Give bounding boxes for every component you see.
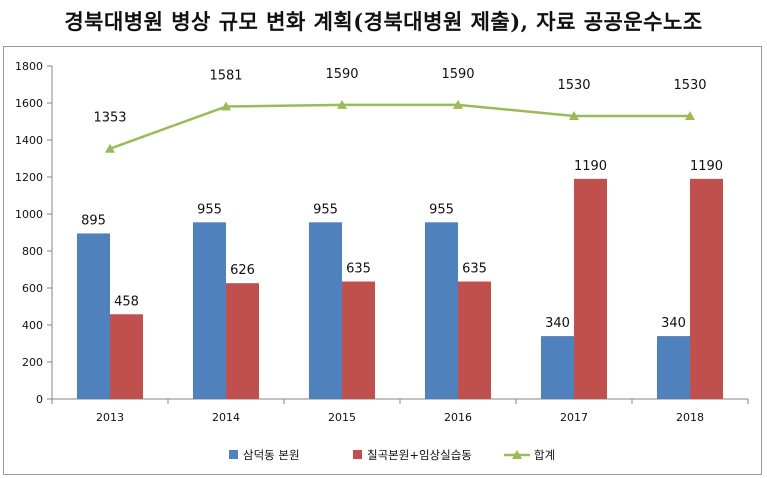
bar-data-label: 955 [429,202,454,217]
bar [574,178,607,399]
total-data-label: 1530 [557,78,590,93]
y-tick-label: 200 [22,356,43,369]
bar-data-label: 635 [346,262,371,277]
bar-data-label: 955 [313,202,338,217]
bar [77,233,110,399]
y-tick-label: 1600 [15,97,43,110]
bar-data-label: 1190 [690,159,723,174]
legend-label: 합계 [534,448,555,462]
bar [110,314,143,399]
y-tick-label: 1200 [15,171,43,184]
bar [342,281,375,399]
total-point-marker [569,110,579,120]
legend-swatch [353,450,362,459]
total-data-label: 1530 [673,78,706,93]
total-data-label: 1353 [93,111,126,126]
y-tick-label: 1400 [15,134,43,147]
bar [193,222,226,399]
y-tick-label: 800 [22,245,43,258]
total-point-marker [105,143,115,153]
total-line [109,103,690,150]
total-point-marker [685,110,695,120]
bar [657,336,690,399]
bar-data-label: 1190 [574,159,607,174]
legend-label: 칠곡본원+임상실습동 [367,448,472,462]
x-tick-label: 2013 [96,411,124,424]
legend-swatch [229,450,238,459]
y-tick-label: 1000 [15,208,43,221]
chart-title: 경북대병원 병상 규모 변화 계획(경북대병원 제출), 자료 공공운수노조 [64,9,703,34]
bar-data-label: 626 [230,263,255,278]
bar-data-label: 340 [545,316,570,331]
bar [541,336,574,399]
x-tick-label: 2016 [444,411,472,424]
legend-label: 삼덕동 본원 [243,448,300,462]
total-point-marker [453,99,463,109]
chart-frame [3,46,762,475]
total-data-label: 1581 [209,69,242,84]
bar [690,178,723,399]
bar [458,281,491,399]
x-tick-label: 2014 [212,411,240,424]
bar-data-label: 458 [114,294,139,309]
total-point-marker [221,101,231,111]
total-data-label: 1590 [325,67,358,82]
legend-marker [512,450,522,459]
x-tick-label: 2015 [328,411,356,424]
bar-data-label: 955 [197,202,222,217]
bar-data-label: 340 [661,316,686,331]
y-tick-label: 1800 [15,60,43,73]
bar [425,222,458,399]
x-tick-label: 2018 [676,411,704,424]
bar-data-label: 635 [462,262,487,277]
y-tick-label: 0 [36,393,43,406]
total-point-marker [337,99,347,109]
bar [309,222,342,399]
bar [226,283,259,399]
total-data-label: 1590 [441,67,474,82]
y-tick-label: 600 [22,282,43,295]
bar-data-label: 895 [81,213,106,228]
y-tick-label: 400 [22,319,43,332]
x-tick-label: 2017 [560,411,588,424]
